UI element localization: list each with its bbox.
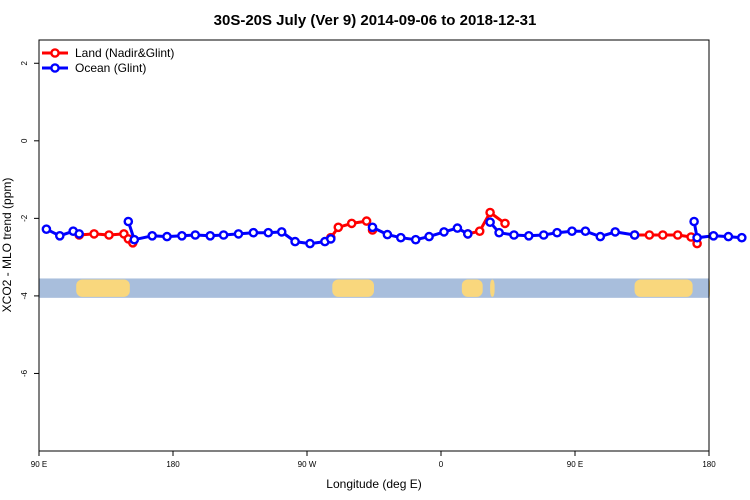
data-point [723, 231, 734, 242]
data-point [494, 227, 504, 238]
data-point [692, 232, 702, 243]
data-point [595, 231, 606, 242]
data-point [424, 231, 434, 242]
data-point [538, 230, 549, 240]
legend-item: Ocean (Glint) [42, 61, 146, 75]
series-0 [74, 207, 702, 249]
series-line [126, 221, 332, 246]
data-point [439, 227, 449, 237]
x-tick-label: 180 [702, 460, 716, 469]
series-layer [41, 207, 747, 249]
data-point [500, 218, 510, 229]
y-tick-label: 0 [20, 138, 29, 143]
y-tick-label: 2 [20, 60, 29, 65]
data-point [382, 229, 393, 240]
y-tick-label: -4 [20, 292, 29, 300]
data-point [205, 230, 215, 241]
data-point [708, 230, 719, 241]
data-point [610, 227, 621, 237]
data-point [361, 216, 372, 226]
data-point [524, 230, 534, 241]
y-tick-label: -2 [20, 214, 29, 222]
x-tick-label: 180 [166, 460, 180, 469]
y-axis-label: XCO2 - MLO trend (ppm) [0, 178, 14, 313]
data-point [89, 229, 99, 239]
data-point [233, 229, 244, 239]
data-point [485, 217, 495, 227]
data-point [123, 216, 134, 227]
legend-marker [50, 48, 60, 58]
legend-marker [50, 63, 60, 73]
data-point [290, 236, 300, 247]
x-axis: 90 E 180 90 W 0 90 E 180 [31, 451, 716, 469]
data-point [248, 227, 259, 238]
data-point [410, 234, 421, 245]
series-line [467, 211, 506, 236]
y-axis: 2 0 -2 -4 -6 [20, 60, 39, 377]
data-point [658, 230, 668, 240]
data-point [147, 230, 157, 241]
x-tick-label: 90 W [298, 460, 317, 469]
land-region [332, 279, 374, 297]
plot-frame [38, 39, 710, 452]
data-point [462, 229, 473, 239]
legend-item: Land (Nadir&Glint) [42, 46, 174, 60]
data-point [190, 230, 201, 240]
data-point [218, 230, 229, 240]
legend-label: Ocean (Glint) [75, 61, 146, 75]
data-point [395, 232, 406, 243]
data-point [485, 207, 495, 218]
land-region [490, 279, 495, 297]
data-point [333, 222, 344, 233]
data-point [41, 224, 52, 234]
data-point [104, 230, 114, 240]
data-point [509, 230, 519, 240]
data-point [129, 234, 140, 245]
data-point [346, 218, 357, 229]
land-region [461, 279, 483, 297]
land-region [634, 279, 693, 297]
data-point [474, 226, 485, 236]
data-point [325, 234, 336, 244]
data-point [367, 222, 378, 233]
legend: Land (Nadir&Glint)Ocean (Glint) [42, 46, 174, 75]
series-1 [41, 216, 747, 249]
data-point [689, 216, 699, 227]
data-point [452, 223, 463, 233]
y-tick-label: -6 [20, 369, 29, 377]
legend-label: Land (Nadir&Glint) [75, 46, 174, 60]
land-region [76, 279, 130, 297]
data-point [737, 232, 747, 243]
data-point [672, 230, 683, 240]
x-tick-label: 0 [439, 460, 444, 469]
data-point [552, 227, 562, 238]
map-strip [39, 278, 710, 298]
data-point [263, 227, 274, 238]
data-point [276, 227, 287, 237]
x-tick-label: 90 E [31, 460, 47, 469]
data-point [305, 238, 315, 249]
x-axis-label: Longitude (deg E) [326, 477, 421, 491]
data-point [567, 226, 577, 236]
data-point [580, 226, 591, 236]
data-point [629, 230, 640, 240]
data-point [177, 230, 187, 241]
chart-title: 30S-20S July (Ver 9) 2014-09-06 to 2018-… [214, 12, 537, 29]
data-point [162, 231, 172, 242]
x-tick-label: 90 E [567, 460, 583, 469]
data-point [644, 230, 655, 240]
data-point [55, 230, 65, 241]
data-point [74, 229, 84, 239]
